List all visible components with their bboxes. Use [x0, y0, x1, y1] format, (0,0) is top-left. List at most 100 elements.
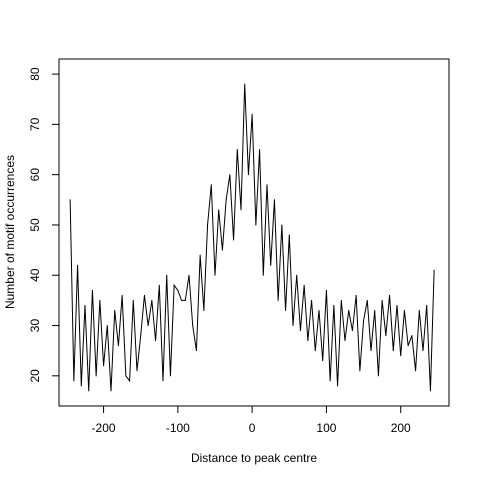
data-point: [240, 209, 242, 211]
data-point: [247, 174, 249, 176]
data-point: [151, 299, 153, 301]
data-point: [348, 309, 350, 311]
data-point: [188, 274, 190, 276]
data-point: [333, 304, 335, 306]
data-point: [121, 294, 123, 296]
data-point: [103, 365, 105, 367]
data-point: [84, 304, 86, 306]
x-axis-label: Distance to peak centre: [191, 451, 317, 465]
data-point: [429, 390, 431, 392]
data-point: [169, 375, 171, 377]
x-tick-label: 0: [249, 421, 256, 435]
data-point: [99, 299, 101, 301]
data-point: [270, 264, 272, 266]
data-point: [299, 330, 301, 332]
y-tick-label: 30: [28, 319, 42, 333]
x-tick-label: 200: [391, 421, 411, 435]
data-point: [195, 350, 197, 352]
data-point: [251, 113, 253, 115]
data-point: [132, 299, 134, 301]
data-point: [337, 385, 339, 387]
y-axis-label: Number of motif occurrences: [3, 155, 17, 309]
data-point: [80, 385, 82, 387]
data-point: [166, 274, 168, 276]
data-point: [292, 325, 294, 327]
data-point: [114, 309, 116, 311]
data-point: [129, 380, 131, 382]
data-point: [392, 350, 394, 352]
data-point: [433, 269, 435, 271]
data-point: [229, 174, 231, 176]
data-point: [415, 370, 417, 372]
y-tick-label: 70: [28, 117, 42, 131]
data-point: [344, 340, 346, 342]
data-point: [125, 375, 127, 377]
y-tick-label: 80: [28, 67, 42, 81]
data-point: [91, 289, 93, 291]
data-point: [77, 264, 79, 266]
data-point: [355, 294, 357, 296]
y-axis: 20 30 40 50 60 70 80: [28, 67, 60, 383]
data-point: [117, 345, 119, 347]
data-point: [225, 199, 227, 201]
data-point: [281, 224, 283, 226]
data-point: [396, 304, 398, 306]
data-point: [266, 184, 268, 186]
data-point: [214, 274, 216, 276]
y-tick-label: 60: [28, 168, 42, 182]
data-point: [411, 335, 413, 337]
data-point: [173, 284, 175, 286]
data-point: [400, 355, 402, 357]
data-point: [418, 309, 420, 311]
data-point: [203, 309, 205, 311]
data-point: [426, 304, 428, 306]
data-point: [359, 370, 361, 372]
data-point: [285, 309, 287, 311]
data-point: [340, 299, 342, 301]
data-point: [262, 274, 264, 276]
y-tick-label: 50: [28, 218, 42, 232]
data-point: [311, 299, 313, 301]
data-point: [403, 309, 405, 311]
data-point: [389, 294, 391, 296]
data-point: [422, 350, 424, 352]
data-point: [407, 345, 409, 347]
data-point: [351, 330, 353, 332]
data-point: [277, 299, 279, 301]
data-point: [110, 390, 112, 392]
data-point: [140, 335, 142, 337]
data-point: [236, 149, 238, 151]
data-point: [288, 234, 290, 236]
x-tick-label: 100: [316, 421, 336, 435]
data-point: [162, 380, 164, 382]
data-point: [314, 350, 316, 352]
data-point: [155, 340, 157, 342]
data-point: [233, 239, 235, 241]
data-point: [325, 289, 327, 291]
data-point: [136, 370, 138, 372]
data-point: [370, 350, 372, 352]
data-point: [303, 284, 305, 286]
data-point: [381, 299, 383, 301]
data-point: [318, 309, 320, 311]
data-point: [322, 360, 324, 362]
data-point: [374, 309, 376, 311]
data-point: [363, 320, 365, 322]
x-tick-label: -200: [92, 421, 116, 435]
y-tick-label: 20: [28, 369, 42, 383]
x-axis: -200 -100 0 100 200: [92, 405, 411, 435]
data-point: [158, 284, 160, 286]
data-point: [210, 184, 212, 186]
data-point: [95, 375, 97, 377]
data-point: [377, 375, 379, 377]
data-point: [366, 299, 368, 301]
data-point: [106, 325, 108, 327]
data-point: [147, 325, 149, 327]
data-point: [73, 380, 75, 382]
data-point: [259, 149, 261, 151]
data-point: [296, 274, 298, 276]
data-point: [69, 199, 71, 201]
data-point: [184, 299, 186, 301]
data-point: [88, 390, 90, 392]
